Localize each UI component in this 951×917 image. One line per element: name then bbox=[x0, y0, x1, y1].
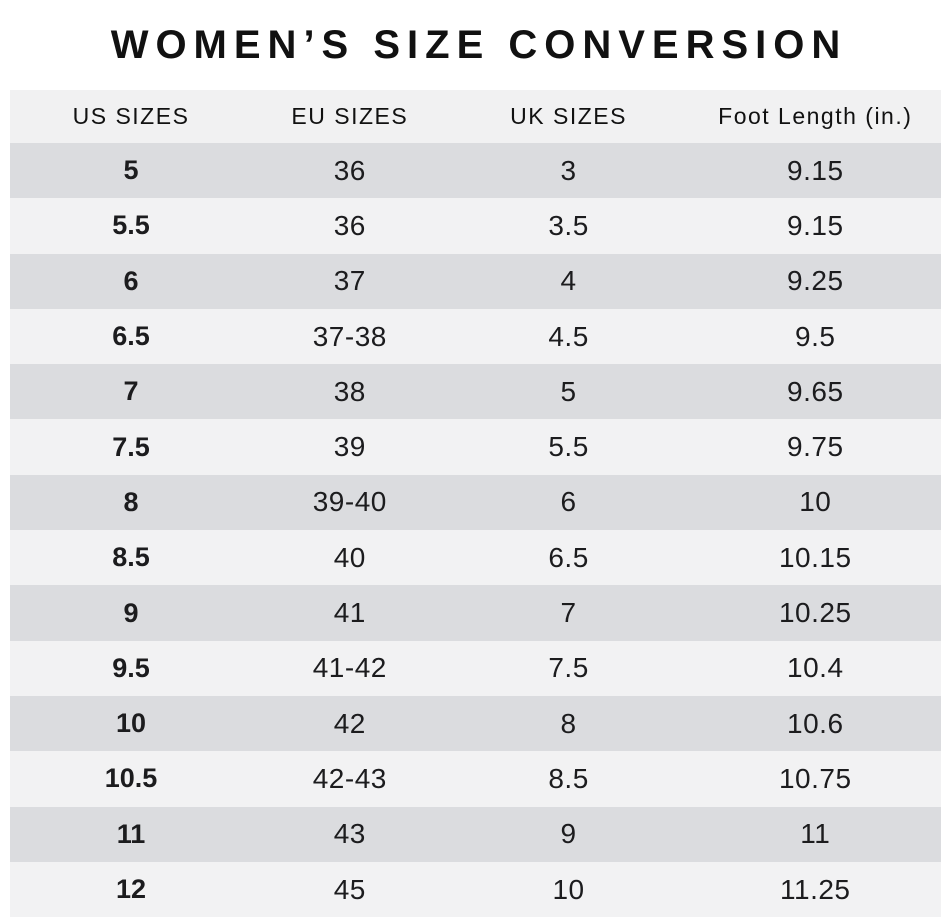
cell-eu-size: 45 bbox=[333, 873, 366, 905]
cell-uk-size: 8.5 bbox=[548, 762, 589, 794]
table-row: 5.5 36 3.5 9.15 bbox=[10, 198, 941, 254]
cell-eu-size: 41 bbox=[333, 597, 366, 629]
cell-foot-length: 9.25 bbox=[787, 265, 844, 297]
cell-foot-length: 10.25 bbox=[778, 597, 852, 629]
cell-eu-size: 36 bbox=[333, 209, 366, 241]
cell-us-size: 9.5 bbox=[112, 652, 150, 683]
cell-foot-length: 9.15 bbox=[787, 154, 844, 186]
table-body: 5 36 3 9.15 5.5 36 3.5 9.15 6 37 4 9.25 6.5 37-38 4.5 9… bbox=[10, 143, 941, 917]
cell-eu-size: 39 bbox=[333, 431, 366, 463]
cell-us-size: 8.5 bbox=[112, 542, 150, 573]
cell-foot-length: 10.15 bbox=[778, 541, 852, 573]
cell-us-size: 6 bbox=[123, 265, 139, 296]
cell-uk-size: 4 bbox=[560, 265, 577, 297]
cell-foot-length: 11 bbox=[800, 818, 831, 850]
cell-foot-length: 11.25 bbox=[780, 873, 851, 905]
cell-eu-size: 38 bbox=[333, 375, 366, 407]
cell-uk-size: 3 bbox=[560, 154, 577, 186]
cell-us-size: 10.5 bbox=[104, 763, 158, 794]
header-eu-sizes: EU SIZES bbox=[291, 103, 409, 129]
cell-uk-size: 4.5 bbox=[548, 320, 589, 352]
table-row: 6 37 4 9.25 bbox=[10, 253, 941, 309]
cell-uk-size: 5 bbox=[560, 375, 577, 407]
table-header-row: US SIZES EU SIZES UK SIZES Foot Length (… bbox=[10, 90, 941, 143]
table-row: 11 43 9 11 bbox=[10, 806, 941, 862]
cell-uk-size: 8 bbox=[560, 707, 577, 739]
cell-eu-size: 37-38 bbox=[312, 320, 387, 352]
cell-uk-size: 7 bbox=[560, 597, 577, 629]
cell-eu-size: 37 bbox=[333, 265, 366, 297]
cell-uk-size: 5.5 bbox=[548, 431, 589, 463]
cell-foot-length: 10 bbox=[799, 486, 832, 518]
cell-foot-length: 10.6 bbox=[787, 707, 844, 739]
cell-eu-size: 40 bbox=[333, 541, 366, 573]
cell-eu-size: 39-40 bbox=[312, 486, 387, 518]
cell-us-size: 9 bbox=[123, 597, 139, 628]
cell-foot-length: 10.4 bbox=[787, 652, 844, 684]
cell-us-size: 11 bbox=[116, 818, 146, 849]
header-foot-length: Foot Length (in.) bbox=[718, 103, 913, 129]
table-row: 7 38 5 9.65 bbox=[10, 364, 941, 420]
cell-foot-length: 9.5 bbox=[795, 320, 836, 352]
table-row: 7.5 39 5.5 9.75 bbox=[10, 419, 941, 475]
cell-us-size: 8 bbox=[123, 486, 139, 517]
table-row: 5 36 3 9.15 bbox=[10, 143, 941, 199]
cell-us-size: 7 bbox=[123, 376, 139, 407]
cell-uk-size: 6 bbox=[560, 486, 577, 518]
cell-uk-size: 10 bbox=[552, 873, 585, 905]
header-us-sizes: US SIZES bbox=[72, 103, 190, 129]
size-conversion-table: US SIZES EU SIZES UK SIZES Foot Length (… bbox=[10, 90, 941, 917]
table-row: 9 41 7 10.25 bbox=[10, 585, 941, 641]
cell-foot-length: 9.15 bbox=[787, 209, 844, 241]
cell-eu-size: 36 bbox=[333, 154, 366, 186]
cell-us-size: 12 bbox=[116, 874, 147, 904]
cell-eu-size: 43 bbox=[333, 818, 366, 850]
table-row: 8 39-40 6 10 bbox=[10, 474, 941, 531]
page-title: WOMEN’S SIZE CONVERSION bbox=[110, 22, 848, 67]
cell-us-size: 5 bbox=[123, 155, 139, 186]
cell-us-size: 6.5 bbox=[112, 321, 150, 352]
table-row: 10.5 42-43 8.5 10.75 bbox=[10, 751, 941, 807]
title-bar: WOMEN’S SIZE CONVERSION bbox=[0, 0, 951, 90]
cell-foot-length: 9.75 bbox=[787, 431, 844, 463]
cell-eu-size: 42-43 bbox=[312, 762, 387, 794]
cell-foot-length: 10.75 bbox=[778, 762, 852, 794]
table-row: 9.5 41-42 7.5 10.4 bbox=[10, 640, 941, 696]
cell-foot-length: 9.65 bbox=[787, 375, 844, 407]
cell-uk-size: 6.5 bbox=[548, 541, 589, 573]
table-row: 8.5 40 6.5 10.15 bbox=[10, 530, 941, 586]
cell-uk-size: 9 bbox=[560, 818, 577, 850]
table-row: 10 42 8 10.6 bbox=[10, 695, 941, 752]
cell-us-size: 7.5 bbox=[112, 431, 150, 462]
table-row: 12 45 10 11.25 bbox=[10, 861, 941, 917]
cell-us-size: 10 bbox=[116, 708, 147, 739]
cell-eu-size: 42 bbox=[333, 707, 366, 739]
cell-eu-size: 41-42 bbox=[312, 652, 387, 684]
cell-uk-size: 7.5 bbox=[548, 652, 589, 684]
table-row: 6.5 37-38 4.5 9.5 bbox=[10, 308, 941, 365]
cell-uk-size: 3.5 bbox=[548, 209, 589, 241]
cell-us-size: 5.5 bbox=[112, 210, 150, 241]
header-uk-sizes: UK SIZES bbox=[510, 103, 627, 129]
